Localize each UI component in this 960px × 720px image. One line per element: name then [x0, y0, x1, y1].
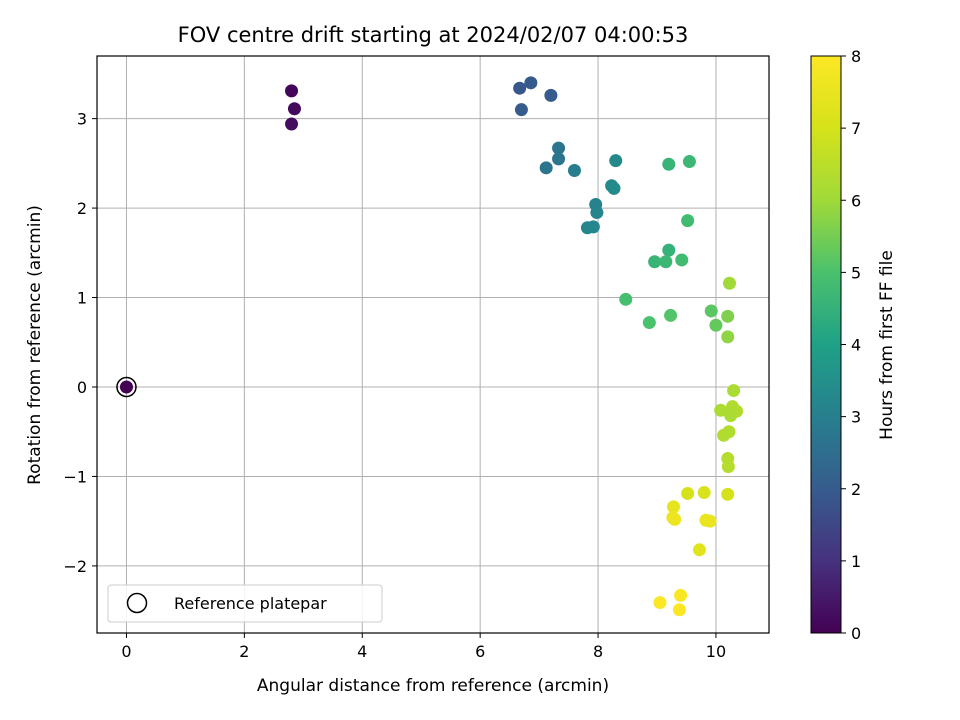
data-point: [544, 88, 558, 102]
data-point: [723, 276, 737, 290]
data-point: [552, 152, 566, 166]
x-tick-label: 10: [706, 642, 726, 661]
legend-box: [107, 584, 383, 623]
colorbar-tick-label: 6: [851, 191, 861, 210]
data-point: [664, 308, 678, 322]
colorbar-tick-label: 8: [851, 47, 861, 66]
data-point: [619, 292, 633, 306]
data-point: [524, 76, 538, 90]
legend-entry-reference-platepar: Reference platepar: [174, 594, 327, 613]
x-axis-label: Angular distance from reference (arcmin): [257, 676, 609, 696]
data-point: [586, 220, 600, 234]
data-point: [674, 588, 688, 602]
y-tick-label: 3: [77, 110, 87, 129]
x-tick-label: 0: [121, 642, 131, 661]
reference-platepar-marker: [116, 376, 137, 398]
data-point: [703, 514, 717, 528]
data-point: [659, 255, 673, 269]
data-point: [514, 103, 528, 117]
data-point: [119, 380, 133, 394]
colorbar-tick-label: 1: [851, 552, 861, 571]
data-points: [116, 76, 744, 617]
data-point: [287, 102, 301, 116]
colorbar-tick-label: 7: [851, 119, 861, 138]
colorbar-tick-label: 2: [851, 480, 861, 499]
colorbar-tick-label: 5: [851, 263, 861, 282]
data-point: [724, 409, 738, 423]
colorbar: [810, 55, 842, 634]
legend: Reference platepar: [107, 584, 383, 623]
data-point: [653, 596, 667, 610]
data-point: [681, 486, 695, 500]
legend-reference-marker: [126, 592, 148, 614]
data-point: [590, 206, 604, 220]
y-tick-label: −1: [63, 467, 87, 486]
data-point: [681, 214, 695, 228]
data-point: [567, 164, 581, 178]
data-point: [714, 403, 728, 417]
data-point: [513, 81, 527, 95]
data-point: [539, 161, 553, 175]
x-tick-label: 4: [357, 642, 367, 661]
data-point: [704, 304, 718, 318]
data-point: [648, 255, 662, 269]
data-point: [709, 318, 723, 332]
data-point: [668, 512, 682, 526]
x-axis-ticks: 0 2 4 6 8 10: [121, 633, 726, 661]
colorbar-ticks: 0 1 2 3 4 5 6 7 8: [841, 47, 861, 643]
data-point: [727, 384, 741, 398]
data-point: [672, 603, 686, 617]
data-point: [692, 543, 706, 557]
data-point: [721, 309, 735, 323]
data-point: [721, 330, 735, 344]
data-point: [285, 84, 299, 98]
data-point: [667, 500, 681, 514]
data-point: [662, 157, 676, 171]
data-point: [609, 154, 623, 168]
colorbar-tick-label: 4: [851, 336, 861, 355]
y-tick-label: 0: [77, 378, 87, 397]
data-point: [721, 460, 735, 474]
data-point: [285, 117, 299, 131]
x-tick-label: 6: [475, 642, 485, 661]
colorbar-label: Hours from first FF file: [877, 250, 897, 440]
data-point: [697, 486, 711, 500]
colorbar-tick-label: 0: [851, 624, 861, 643]
y-axis-ticks: −2 −1 0 1 2 3: [63, 110, 97, 576]
data-point: [552, 141, 566, 155]
data-point: [607, 181, 621, 195]
data-point: [662, 243, 676, 257]
data-point: [721, 487, 735, 501]
data-point: [675, 253, 689, 267]
plot-frame: [96, 55, 770, 634]
data-point: [682, 155, 696, 169]
y-tick-label: 1: [77, 289, 87, 308]
colorbar-tick-label: 3: [851, 408, 861, 427]
x-tick-label: 8: [593, 642, 603, 661]
grid-lines: [97, 56, 769, 633]
x-tick-label: 2: [239, 642, 249, 661]
y-tick-label: −2: [63, 557, 87, 576]
data-point: [642, 316, 656, 330]
data-point: [722, 425, 736, 439]
chart-title: FOV centre drift starting at 2024/02/07 …: [178, 23, 689, 47]
y-axis-label: Rotation from reference (arcmin): [25, 205, 45, 485]
y-tick-label: 2: [77, 199, 87, 218]
